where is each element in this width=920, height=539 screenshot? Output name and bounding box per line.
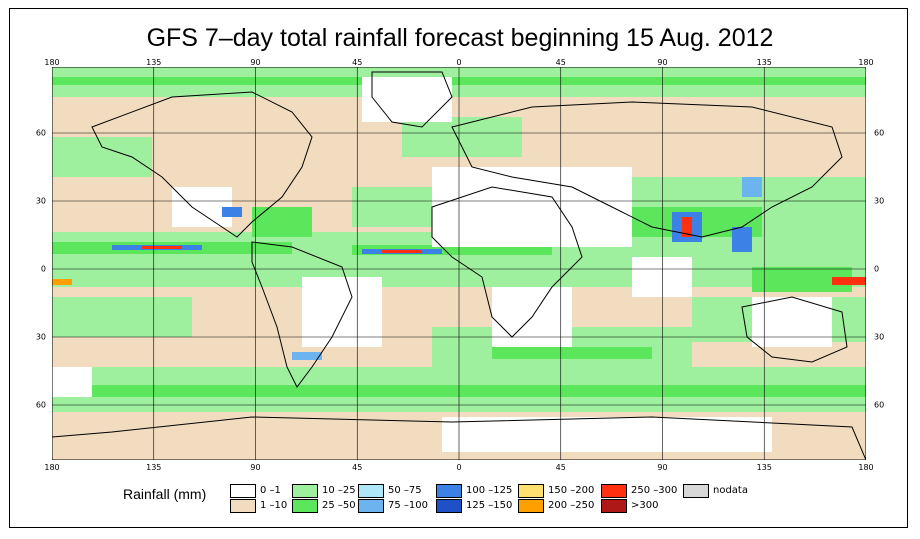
legend-swatch: [518, 484, 544, 498]
heavy-rain-spots: [52, 177, 866, 360]
top-lon-tick: 45: [352, 58, 363, 67]
left-lat-tick: 0: [40, 264, 46, 274]
graticule: [52, 67, 866, 460]
top-lon-tick: 45: [555, 58, 566, 67]
legend-label: 150 –200: [548, 485, 595, 496]
legend-label: 1 –10: [260, 500, 288, 511]
right-lat-tick: 30: [874, 196, 885, 206]
bottom-lon-tick: 45: [352, 463, 363, 472]
bottom-lon-tick: 90: [657, 463, 668, 472]
legend-label: 25 –50: [322, 500, 356, 511]
top-lon-tick: 0: [456, 58, 462, 67]
figure-frame: [9, 8, 908, 528]
legend-label: >300: [631, 500, 659, 511]
legend-swatch: [358, 484, 384, 498]
left-lat-tick: 30: [35, 332, 46, 342]
legend-label: 75 –100: [388, 500, 428, 511]
legend-swatch: [292, 499, 318, 513]
bottom-lon-tick: 135: [756, 463, 772, 472]
right-lat-tick: 0: [874, 264, 880, 274]
legend-label: nodata: [713, 485, 748, 496]
left-lat-tick: 60: [35, 128, 46, 138]
left-lat-tick: 60: [35, 400, 46, 410]
legend-swatch: [601, 499, 627, 513]
bottom-lon-tick: 180: [44, 463, 60, 472]
legend-swatch: [436, 484, 462, 498]
legend-label: 10 –25: [322, 485, 356, 496]
top-lon-tick: 180: [44, 58, 60, 67]
legend-label: 125 –150: [466, 500, 513, 511]
rainfall-map: [52, 67, 866, 460]
right-lat-tick: 60: [874, 400, 885, 410]
legend-swatch: [518, 499, 544, 513]
top-lon-tick: 90: [250, 58, 261, 67]
continent-outlines: [52, 71, 866, 460]
legend-swatch: [292, 484, 318, 498]
bottom-lon-tick: 90: [250, 463, 261, 472]
bottom-lon-tick: 180: [858, 463, 874, 472]
left-lat-tick: 30: [35, 196, 46, 206]
legend-swatch: [230, 499, 256, 513]
top-lon-tick: 135: [146, 58, 162, 67]
legend-label: 50 –75: [388, 485, 422, 496]
legend-swatch: [230, 484, 256, 498]
top-lon-tick: 90: [657, 58, 668, 67]
bottom-lon-tick: 0: [456, 463, 462, 472]
legend-swatch: [601, 484, 627, 498]
top-lon-tick: 135: [756, 58, 772, 67]
map-title: GFS 7–day total rainfall forecast beginn…: [146, 24, 774, 52]
bottom-lon-tick: 135: [146, 463, 162, 472]
legend-label: 0 –1: [260, 485, 281, 496]
legend-swatch: [358, 499, 384, 513]
legend-swatch: [436, 499, 462, 513]
legend-swatch: [683, 484, 709, 498]
bottom-lon-tick: 45: [555, 463, 566, 472]
legend-label: 200 –250: [548, 500, 595, 511]
right-lat-tick: 60: [874, 128, 885, 138]
top-lon-tick: 180: [858, 58, 874, 67]
legend-label: 250 –300: [631, 485, 678, 496]
legend-title: Rainfall (mm): [123, 486, 207, 502]
dry-regions: [52, 77, 832, 452]
legend-label: 100 –125: [466, 485, 513, 496]
right-lat-tick: 30: [874, 332, 885, 342]
